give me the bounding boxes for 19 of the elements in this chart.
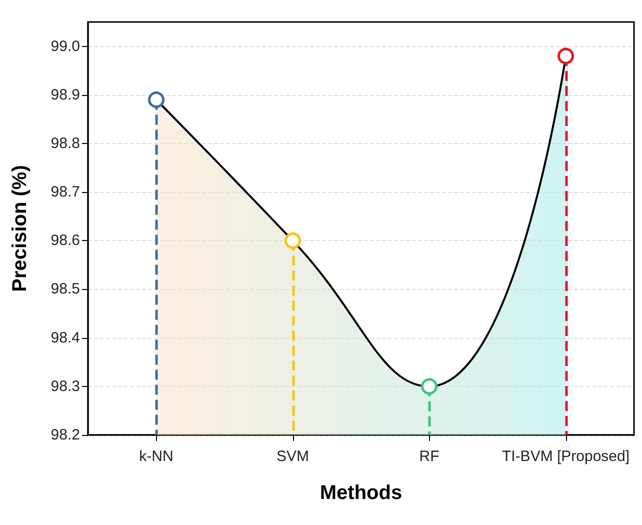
point bbox=[558, 48, 574, 64]
y-tick-label: 98.7 bbox=[50, 184, 80, 201]
x-tick-label: TI-BVM [Proposed] bbox=[502, 448, 630, 465]
y-tick-label: 98.3 bbox=[50, 378, 80, 395]
point bbox=[284, 232, 301, 249]
x-tick-label: k-NN bbox=[139, 448, 174, 465]
y-tick-label: 98.9 bbox=[50, 86, 80, 104]
y-tick-label: 98.5 bbox=[50, 280, 80, 298]
point bbox=[148, 91, 164, 108]
point bbox=[421, 378, 438, 395]
y-tick-label: 98.2 bbox=[50, 426, 80, 444]
y-tick-label: 98.4 bbox=[50, 329, 80, 346]
x-tick-label: SVM bbox=[276, 448, 310, 465]
y-axis-title: Precision (%) bbox=[9, 165, 31, 292]
y-tick-label: 99.0 bbox=[50, 38, 80, 55]
y-tick-label: 98.6 bbox=[50, 232, 80, 250]
y-tick-label: 98.8 bbox=[50, 134, 80, 152]
x-axis-title: Methods bbox=[320, 482, 402, 504]
x-tick-label: RF bbox=[419, 448, 440, 465]
